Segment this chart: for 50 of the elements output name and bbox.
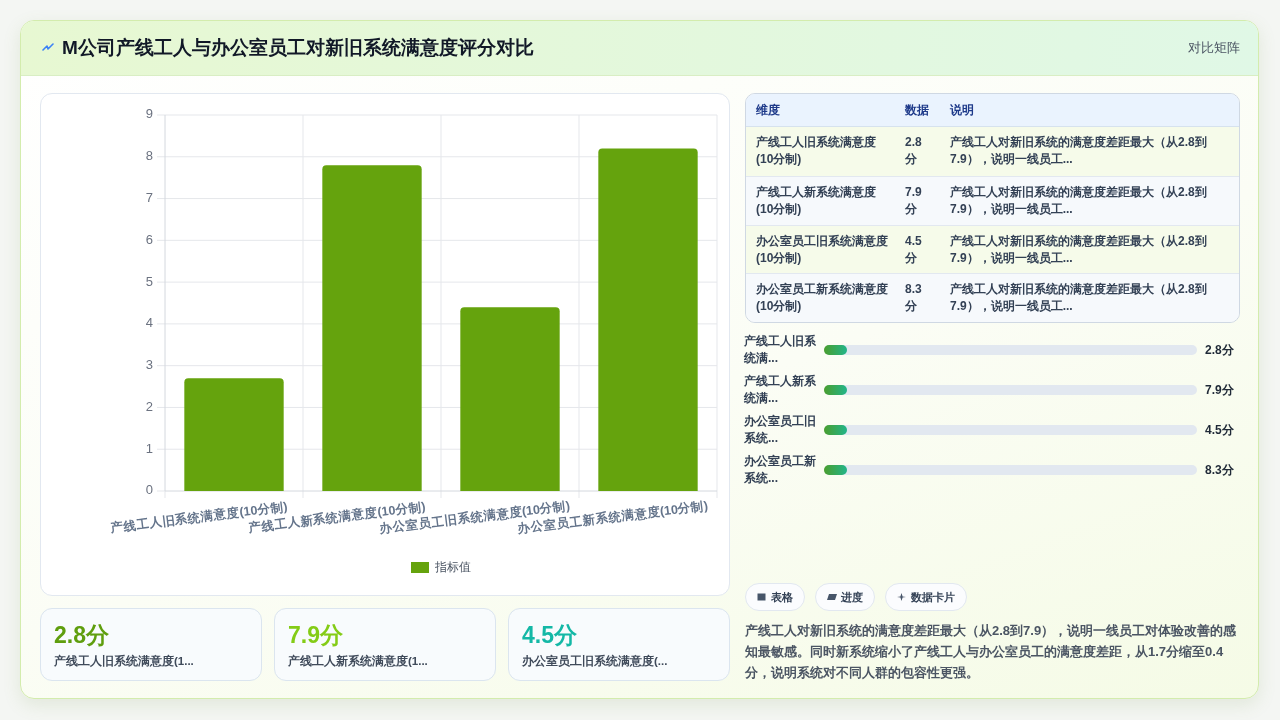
y-tick-label: 2 [145,398,153,414]
bar [598,148,698,491]
text: 4.5分 [522,622,577,648]
text: 产线工人对新旧系统的满意度差距最大（从2.8到7.9），说明一线员工... [950,233,1207,265]
y-tick-label: 0 [145,482,153,498]
text: 2.8分 [1205,343,1234,357]
bar [184,378,284,491]
category-label: 表格 [771,589,793,605]
bar [322,165,422,491]
legend-label: 指标值 [434,560,471,575]
category-label: 数据 [905,102,930,119]
text: 产线工人对新旧系统的满意度差距最大（从2.8到7.9），说明一线员工... [950,282,1207,314]
text: 对比矩阵 [1188,39,1240,57]
category-label: 维度 [756,103,780,117]
text: M公司产线工人与办公室员工对新旧系统满意度评分对比 [62,36,534,60]
text: 2.8分 [905,135,922,166]
text: 产线工人对新旧系统的满意度差距最大（从2.8到7.9），说明一线员工... [950,184,1207,216]
y-tick-label: 3 [145,357,153,373]
y-tick-label: 1 [145,440,153,456]
category-label: 产线工人新系统满... [744,373,817,407]
category-label: 产线工人旧系统满... [744,333,817,367]
text: 产线工人对新旧系统的满意度差距最大（从2.8到7.9），说明一线员工... [950,135,1207,166]
text: 办公室员工旧系统满意度(10分制) [756,233,888,265]
category-label: 办公室员工新系统... [744,453,817,487]
category-label: 产线工人新系统满意度(1... [288,653,428,669]
text: 7.9分 [1205,383,1234,397]
text: 办公室员工新系统满意度(10分制) [756,282,888,314]
text: 4.5分 [1205,423,1234,437]
category-label: 办公室员工旧系统... [744,413,817,447]
text: 8.3分 [1205,463,1234,477]
category-label: 进度 [841,589,863,605]
text: 4.5分 [905,233,922,265]
text: 7.9分 [288,622,343,648]
category-label: 办公室员工旧系统满意度(... [522,653,668,669]
text: 8.3分 [905,282,922,314]
text: 7.9分 [905,184,922,216]
y-tick-label: 6 [145,231,153,247]
category-label: 数据卡片 [911,589,955,605]
text: 2.8分 [54,622,109,648]
text: 产线工人对新旧系统的满意度差距最大（从2.8到7.9），说明一线员工对体验改善的感知最敏感。同时新系统缩小了产线工人与办公室员工的满意度差距，从1.7分缩至0.4分，说明系统对不同人群的包容性更强。 [745,622,1238,682]
y-tick-label: 8 [145,148,153,164]
text: 产线工人新系统满意度(10分制) [756,184,876,216]
y-tick-label: 9 [145,106,153,122]
category-label: 产线工人旧系统满意度(1... [54,653,194,669]
category-label: 说明 [950,102,975,119]
y-tick-label: 7 [145,189,153,205]
bar [460,307,560,491]
y-tick-label: 4 [145,315,153,331]
y-tick-label: 5 [145,273,153,289]
text: 产线工人旧系统满意度(10分制) [756,135,876,166]
